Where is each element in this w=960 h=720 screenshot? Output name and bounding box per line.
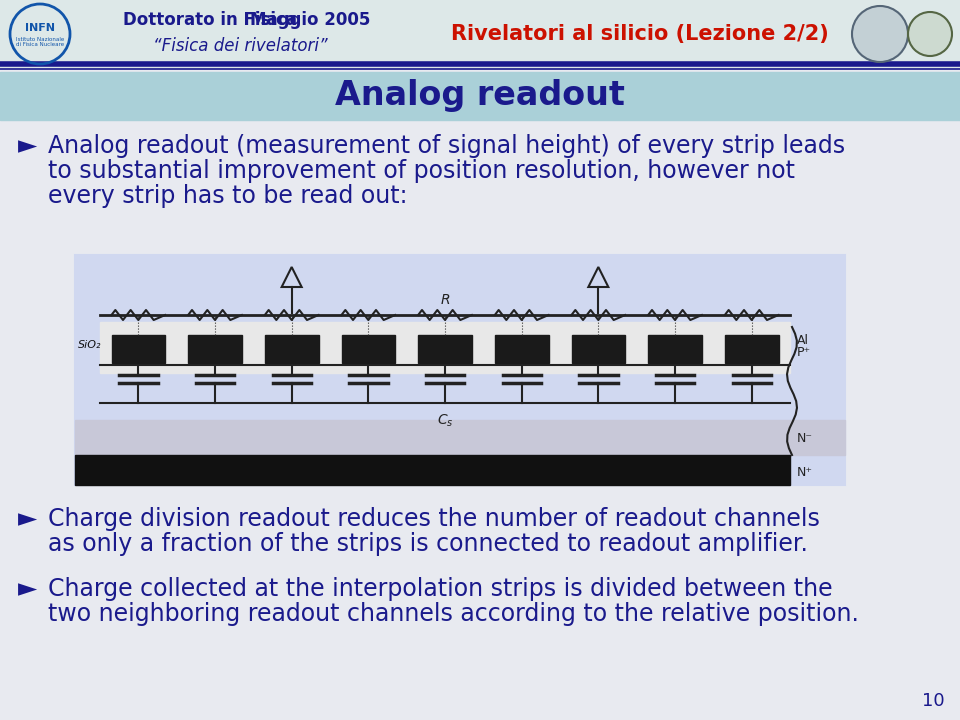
Text: “Fisica dei rivelatori”: “Fisica dei rivelatori”: [153, 37, 327, 55]
Bar: [571, 335, 625, 363]
Text: ►: ►: [18, 577, 37, 601]
Text: Dottorato in Fisica: Dottorato in Fisica: [123, 11, 297, 29]
Bar: [75, 455, 790, 485]
Bar: [265, 335, 319, 363]
Text: SiO₂: SiO₂: [78, 340, 102, 350]
Bar: [100, 322, 790, 373]
Text: N⁻: N⁻: [797, 431, 813, 444]
Circle shape: [908, 12, 952, 56]
Text: P⁺: P⁺: [797, 346, 811, 359]
Text: every strip has to be read out:: every strip has to be read out:: [48, 184, 407, 208]
Text: Charge collected at the interpolation strips is divided between the: Charge collected at the interpolation st…: [48, 577, 832, 601]
Text: ►: ►: [18, 134, 37, 158]
Bar: [0, 72, 960, 120]
Text: two neighboring readout channels according to the relative position.: two neighboring readout channels accordi…: [48, 602, 859, 626]
Text: Charge division readout reduces the number of readout channels: Charge division readout reduces the numb…: [48, 507, 820, 531]
Bar: [75, 420, 845, 455]
Text: as only a fraction of the strips is connected to readout amplifier.: as only a fraction of the strips is conn…: [48, 532, 808, 556]
Text: INFN: INFN: [25, 23, 55, 33]
Text: R: R: [441, 293, 450, 307]
Bar: [648, 335, 702, 363]
Text: Maggio 2005: Maggio 2005: [250, 11, 371, 29]
Text: ►: ►: [18, 507, 37, 531]
Text: Al: Al: [797, 333, 809, 346]
Bar: [75, 255, 845, 485]
Text: N⁺: N⁺: [797, 467, 813, 480]
Bar: [342, 335, 396, 363]
Text: to substantial improvement of position resolution, however not: to substantial improvement of position r…: [48, 159, 795, 183]
Bar: [0, 0, 960, 68]
Bar: [725, 335, 779, 363]
Bar: [494, 335, 548, 363]
Bar: [188, 335, 242, 363]
Circle shape: [852, 6, 908, 62]
Text: Analog readout (measurement of signal height) of every strip leads: Analog readout (measurement of signal he…: [48, 134, 845, 158]
Text: 10: 10: [923, 692, 945, 710]
Text: Istituto Nazionale
di Fisica Nucleare: Istituto Nazionale di Fisica Nucleare: [16, 37, 64, 48]
Bar: [419, 335, 471, 363]
Text: Rivelatori al silicio (Lezione 2/2): Rivelatori al silicio (Lezione 2/2): [451, 24, 828, 44]
Text: C$_s$: C$_s$: [437, 413, 453, 429]
Bar: [111, 335, 165, 363]
Text: Analog readout: Analog readout: [335, 79, 625, 112]
